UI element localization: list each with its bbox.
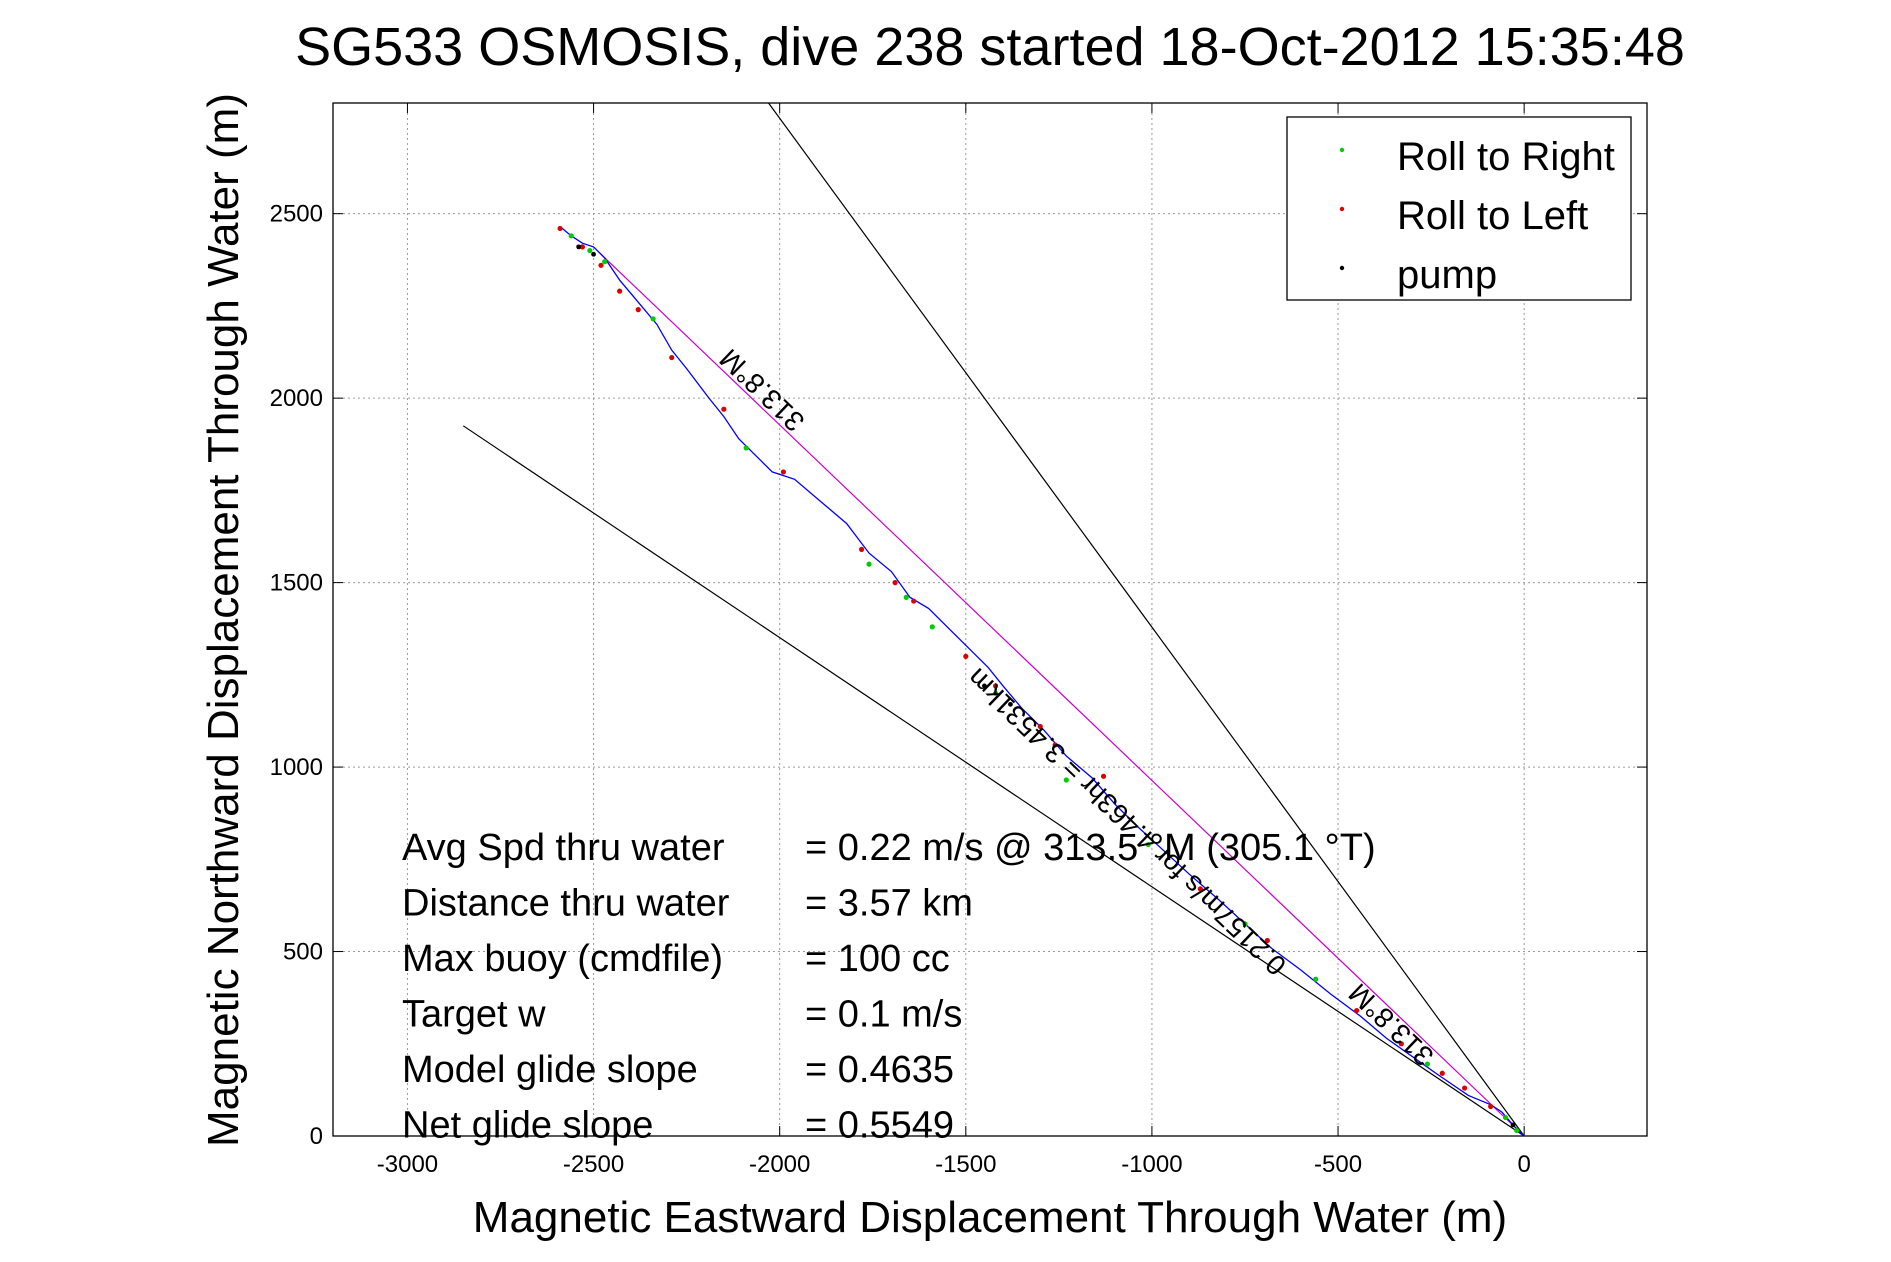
x-tick-label: -1500 [935, 1151, 996, 1178]
legend-marker-pump [1339, 265, 1345, 271]
roll-right-point [1424, 1061, 1430, 1067]
legend-marker-roll-right [1339, 147, 1345, 153]
roll-right-point [866, 561, 872, 567]
roll-right-point [1242, 921, 1248, 927]
stats-label: Distance thru water [402, 883, 730, 925]
y-axis-label: Magnetic Northward Displacement Through … [199, 93, 248, 1147]
stats-block: Avg Spd thru water = 0.22 m/s @ 313.5 °M … [402, 827, 1376, 1147]
roll-left-point [1100, 773, 1107, 779]
roll-right-point [587, 247, 593, 254]
stats-value: = 0.1 m/s [805, 994, 962, 1036]
roll-left-point [892, 580, 898, 586]
pump-point [576, 244, 582, 250]
roll-left-point [635, 307, 641, 313]
y-tick-label: 0 [310, 1123, 323, 1150]
roll-right-point [1502, 1114, 1509, 1121]
stats-value: = 0.5549 [805, 1105, 954, 1147]
stats-value: = 100 cc [805, 938, 950, 980]
axis-ticks: -3000 -2500 -2000 -1500 -1000 -500 0 0 500 1000 15… [270, 103, 1647, 1178]
stats-value: = 0.4635 [805, 1049, 954, 1091]
roll-left-point [1037, 723, 1043, 730]
x-tick-label: -3000 [377, 1151, 438, 1178]
stats-label: Model glide slope [402, 1049, 698, 1091]
plot-area-frame [332, 102, 1648, 1137]
x-tick-label: -2000 [749, 1151, 810, 1178]
roll-left-point [1354, 1007, 1360, 1014]
roll-right-point [992, 690, 999, 696]
y-tick-label: 2500 [270, 201, 323, 228]
lower-bound-line [462, 425, 1525, 1137]
legend-label-pump: pump [1397, 253, 1497, 297]
y-tick-label: 1500 [270, 570, 323, 597]
roll-left-point [1398, 1041, 1404, 1047]
roll-left-point [1052, 742, 1058, 748]
roll-left-point [1462, 1085, 1468, 1091]
legend-label-roll-left: Roll to Left [1397, 194, 1588, 238]
chart-title: SG533 OSMOSIS, dive 238 started 18-Oct-2… [295, 17, 1685, 77]
roll-right-point [650, 316, 656, 322]
pump-point [591, 251, 596, 257]
roll-right-point [903, 594, 909, 600]
roll-left-point [1197, 886, 1203, 892]
roll-left-point [963, 653, 969, 659]
roll-left-point [911, 598, 917, 604]
reference-lines [462, 102, 1525, 1137]
roll-left-point [721, 406, 727, 412]
y-tick-label: 500 [283, 939, 323, 966]
roll-right-point [743, 445, 749, 451]
stats-label: Avg Spd thru water [402, 827, 725, 869]
roll-right-point [1145, 841, 1151, 848]
roll-left-point [780, 469, 787, 475]
roll-left-point [669, 354, 675, 361]
roll-left-point [617, 288, 623, 294]
line-annotation: 0.2157m/s for 4.463hr = 3.4531km [961, 662, 1292, 981]
pump-point [1510, 1122, 1516, 1128]
x-tick-label: -2500 [563, 1151, 624, 1178]
roll-right-point [1313, 976, 1319, 982]
y-tick-label: 2000 [270, 385, 323, 412]
roll-left-point [992, 683, 999, 689]
roll-right-point [929, 624, 935, 630]
roll-right-point [602, 259, 608, 265]
pump-point [982, 683, 987, 689]
x-axis-label: Magnetic Eastward Displacement Through W… [473, 1193, 1507, 1242]
y-tick-label: 1000 [270, 754, 323, 781]
roll-left-point [1264, 937, 1270, 944]
legend-marker-roll-left [1339, 206, 1345, 212]
legend-box [1286, 116, 1632, 301]
stats-value: = 0.22 m/s @ 313.5 °M (305.1 °T) [805, 827, 1376, 869]
stats-value: = 3.57 km [805, 883, 973, 925]
roll-left-point [1439, 1070, 1445, 1076]
roll-left-point [858, 546, 865, 553]
roll-left-point [1488, 1103, 1494, 1110]
roll-right-point [568, 233, 574, 239]
heading-line [600, 253, 1525, 1137]
x-tick-label: -1000 [1121, 1151, 1182, 1178]
stats-label: Net glide slope [402, 1105, 653, 1147]
stats-label: Max buoy (cmdfile) [402, 938, 723, 980]
upper-bound-line [768, 102, 1525, 1137]
pump-point [1008, 701, 1013, 707]
x-tick-label: 0 [1517, 1151, 1530, 1178]
roll-left-point [557, 225, 563, 232]
roll-left-point [598, 262, 604, 268]
roll-right-point [1514, 1127, 1520, 1134]
track-line [559, 226, 1525, 1137]
stats-label: Target w [402, 994, 546, 1036]
roll-right-point [1063, 777, 1069, 783]
legend: Roll to Right Roll to Left pump [1286, 116, 1632, 301]
roll-left-point [579, 244, 585, 250]
dive-track [559, 226, 1525, 1137]
legend-label-roll-right: Roll to Right [1397, 135, 1615, 179]
x-tick-label: -500 [1314, 1151, 1362, 1178]
roll-and-pump-points [557, 225, 1520, 1134]
